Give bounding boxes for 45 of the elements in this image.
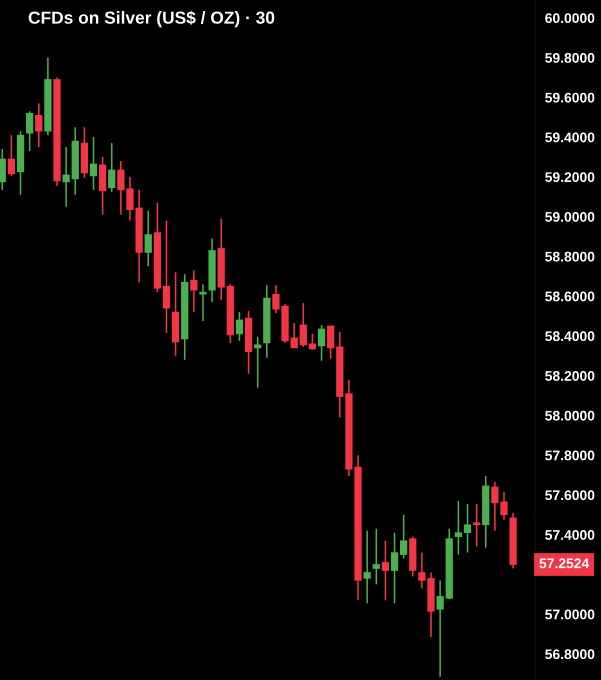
text: CFDs on Silver (US$ / OZ) · 30 xyxy=(28,10,274,28)
y-tick-label: 59.4000 xyxy=(545,132,594,142)
candlestick xyxy=(382,540,390,602)
y-tick-label: 59.0000 xyxy=(545,212,594,222)
y-tick-label: 58.4000 xyxy=(545,331,594,342)
y-tick-label: 56.8000 xyxy=(545,649,594,660)
candlestick xyxy=(400,514,408,560)
candlestick xyxy=(272,284,280,314)
candlestick xyxy=(144,210,152,268)
candlestick xyxy=(491,481,498,532)
y-tick-label: 59.8000 xyxy=(545,52,594,63)
y-tick-label: 57.8000 xyxy=(545,450,594,460)
y-tick-label: 57.0000 xyxy=(545,610,594,620)
y-tick-label: 58.6000 xyxy=(545,292,594,302)
candlestick xyxy=(190,270,198,313)
candlestick xyxy=(90,136,98,191)
candlestick xyxy=(236,311,244,342)
y-tick-label: 57.6000 xyxy=(545,490,594,500)
candlestick xyxy=(199,283,207,322)
candlestick xyxy=(308,333,316,351)
y-tick-label: 60.0000 xyxy=(545,13,594,24)
candlestick xyxy=(372,528,380,586)
y-tick-label: 58.8000 xyxy=(545,252,594,262)
candlestick xyxy=(390,532,398,604)
candlestick xyxy=(35,102,42,148)
candlestick xyxy=(162,220,170,334)
y-tick-label: 59.2000 xyxy=(545,172,594,182)
candlestick xyxy=(418,552,426,590)
candlestick xyxy=(454,500,462,556)
text: 57.2524 xyxy=(539,558,590,568)
candlestick xyxy=(464,503,472,554)
y-tick-label: 59.6000 xyxy=(545,92,594,103)
candlestick xyxy=(500,491,508,521)
candlestick xyxy=(108,142,116,193)
candlestick xyxy=(117,160,124,216)
candlestick xyxy=(8,134,16,177)
y-tick-label: 57.4000 xyxy=(545,530,594,540)
candlestick xyxy=(318,324,326,362)
y-tick-label: 58.0000 xyxy=(545,410,594,421)
candlestick xyxy=(26,110,34,152)
y-tick-label: 58.2000 xyxy=(545,371,594,381)
candlestick xyxy=(472,503,480,548)
candlestick xyxy=(364,530,371,604)
candlestick xyxy=(126,176,134,222)
candlestick xyxy=(254,336,262,388)
